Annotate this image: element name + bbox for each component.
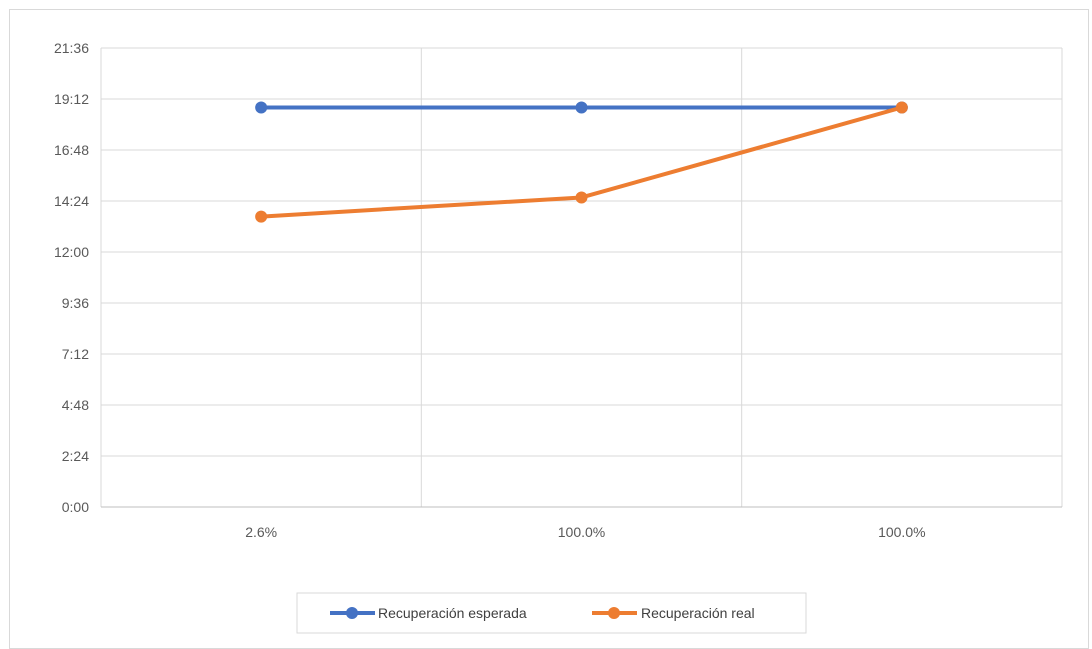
- series-0-point: [255, 101, 268, 114]
- series-1-point: [895, 101, 908, 114]
- x-tick-label: 2.6%: [245, 524, 277, 540]
- chart-frame: [9, 9, 1089, 649]
- series-1-point: [255, 210, 268, 223]
- legend-box: [296, 592, 807, 634]
- legend-marker-real: [608, 607, 620, 619]
- y-tick-label: 12:00: [54, 244, 89, 260]
- x-tick-label: 100.0%: [558, 524, 605, 540]
- legend-marker-esperada: [346, 607, 358, 619]
- y-tick-label: 21:36: [54, 40, 89, 56]
- y-tick-label: 2:24: [62, 448, 89, 464]
- y-tick-label: 7:12: [62, 346, 89, 362]
- y-tick-label: 4:48: [62, 397, 89, 413]
- y-axis-tick-labels: 0:00 2:24 4:48 7:12 9:36 12:00 14:24 16:48 19:12…: [54, 40, 89, 515]
- y-tick-label: 19:12: [54, 91, 89, 107]
- gridlines: [101, 47, 1062, 507]
- series-lines: [255, 101, 908, 223]
- y-tick-label: 0:00: [62, 499, 89, 515]
- y-tick-label: 14:24: [54, 193, 89, 209]
- legend-label-esperada: Recuperación esperada: [378, 605, 527, 621]
- x-tick-label: 100.0%: [878, 524, 925, 540]
- series-1-point: [575, 191, 588, 204]
- axes: [100, 48, 1063, 508]
- legend: Recuperación esperada Recuperación real: [296, 592, 807, 634]
- y-tick-label: 9:36: [62, 295, 89, 311]
- x-axis-tick-labels: 2.6% 100.0% 100.0%: [245, 524, 925, 540]
- legend-label-real: Recuperación real: [641, 605, 755, 621]
- series-0-point: [575, 101, 588, 114]
- y-tick-label: 16:48: [54, 142, 89, 158]
